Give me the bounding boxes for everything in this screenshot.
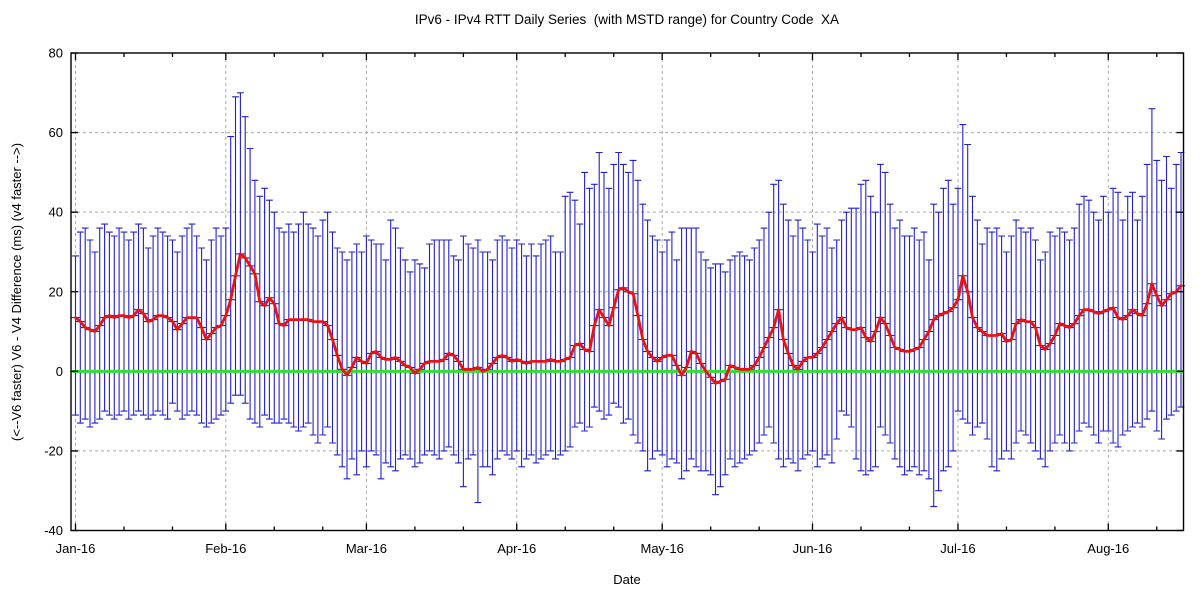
y-tick-label: 40 <box>49 205 63 220</box>
x-tick-label: Jun-16 <box>793 541 833 556</box>
x-tick-labels: Jan-16 Feb-16 Mar-16 Apr-16 May-16 Jun-16 Jul-… <box>56 541 1130 556</box>
x-axis-label: Date <box>613 572 640 587</box>
error-bars <box>71 92 1186 508</box>
plot-border <box>70 52 1185 532</box>
x-tick-label: Feb-16 <box>205 541 246 556</box>
x-tick-label: May-16 <box>641 541 684 556</box>
y-tick-label: -20 <box>44 443 63 458</box>
error-bars-layer <box>71 92 1186 508</box>
y-tick-label: -40 <box>44 523 63 538</box>
x-tick-label: Jan-16 <box>56 541 96 556</box>
x-tick-label: Mar-16 <box>346 541 387 556</box>
x-tick-label: Apr-16 <box>497 541 536 556</box>
y-tick-label: 20 <box>49 284 63 299</box>
y-tick-label: 0 <box>56 364 63 379</box>
y-tick-labels: -40 -20 0 20 40 60 80 <box>44 46 63 539</box>
x-tick-label: Jul-16 <box>940 541 975 556</box>
x-tick-label: Aug-16 <box>1087 541 1129 556</box>
chart-title: IPv6 - IPv4 RTT Daily Series (with MSTD … <box>415 12 839 27</box>
y-axis-label: (<--V6 faster) V6 - V4 Difference (ms) (… <box>9 143 24 441</box>
y-tick-label: 80 <box>49 46 63 61</box>
mean-line-layer <box>74 252 1183 385</box>
mean-line <box>74 252 1183 385</box>
y-tick-label: 60 <box>49 125 63 140</box>
